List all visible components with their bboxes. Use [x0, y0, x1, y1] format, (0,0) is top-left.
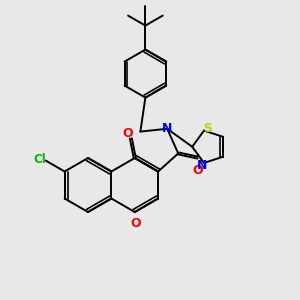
Text: O: O	[193, 164, 203, 177]
Text: N: N	[162, 122, 172, 135]
Text: O: O	[130, 217, 141, 230]
Text: N: N	[197, 159, 207, 172]
Text: O: O	[122, 127, 133, 140]
Text: Cl: Cl	[33, 153, 46, 166]
Text: S: S	[203, 122, 212, 135]
